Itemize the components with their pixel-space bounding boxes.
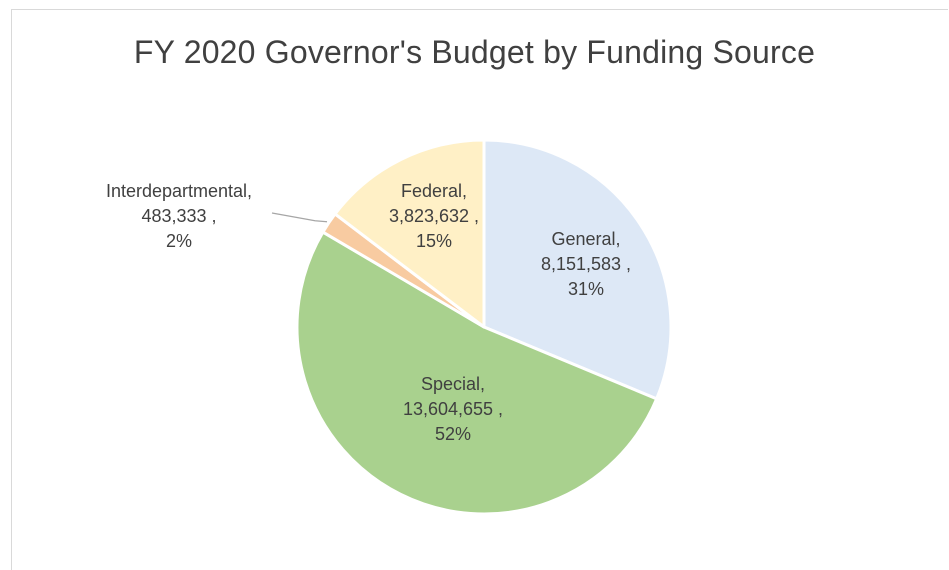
data-label-special: Special, 13,604,655 , 52%: [403, 374, 503, 444]
data-label-general: General, 8,151,583 , 31%: [541, 229, 631, 299]
leader-line-interdepartmental: [271, 212, 328, 223]
chart-title: FY 2020 Governor's Budget by Funding Sou…: [133, 34, 816, 70]
pie-slice-federal: [333, 138, 486, 329]
pie-slice-special: [295, 230, 659, 516]
data-label-interdepartmental: Interdepartmental, 483,333 , 2%: [106, 181, 252, 251]
pie-slice-general: [482, 138, 673, 401]
data-label-federal: Federal, 3,823,632 , 15%: [389, 181, 479, 251]
